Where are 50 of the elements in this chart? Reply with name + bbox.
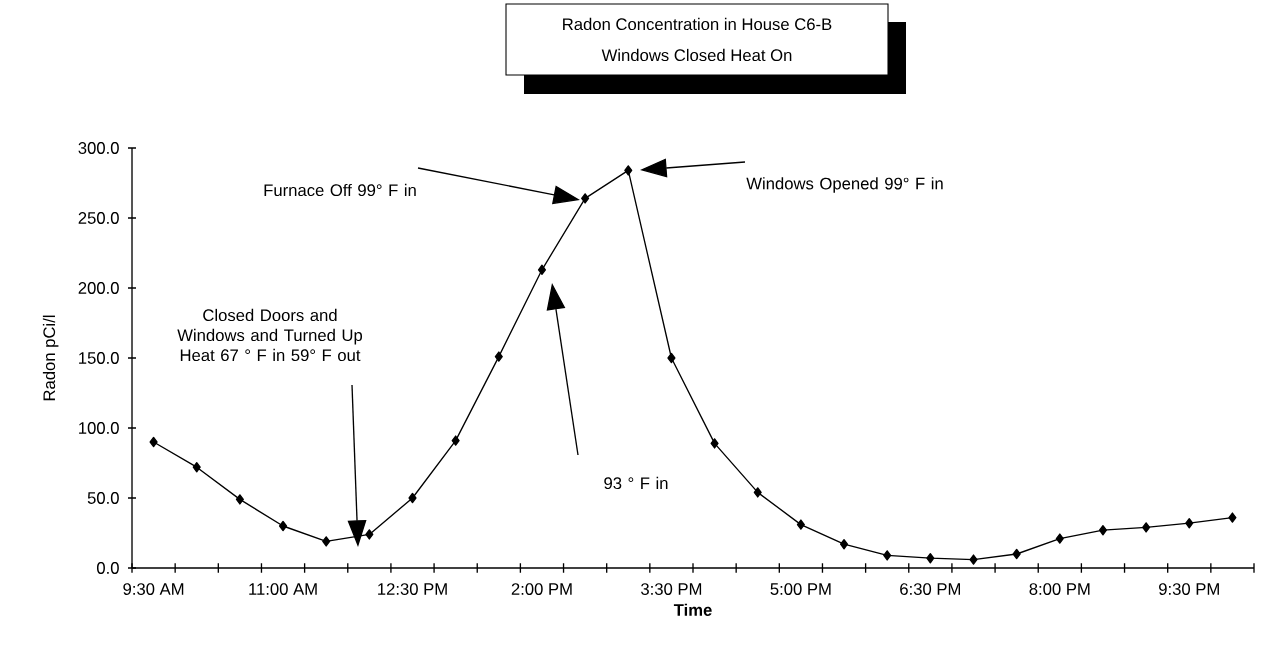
point [839, 539, 849, 550]
point [796, 519, 805, 530]
annotation: Closed Doors and Windows and Turned Up Heat 67 ° F in 59° F out [177, 308, 363, 362]
point [926, 553, 935, 564]
y-tick-label: 0.0 [97, 562, 119, 574]
annotation: Windows Opened 99° F in [746, 177, 943, 193]
point [1055, 533, 1064, 544]
point [149, 436, 158, 448]
point [1185, 518, 1194, 529]
point [1142, 522, 1151, 533]
y-tick-label: 200.0 [78, 282, 119, 294]
point [494, 351, 503, 362]
point [1228, 512, 1237, 523]
point [365, 529, 374, 540]
y-tick-label: 250.0 [78, 212, 119, 224]
x-tick-label: 9:30 AM [123, 583, 184, 595]
x-tick-label: 9:30 PM [1159, 583, 1219, 595]
point [581, 193, 590, 204]
point [969, 554, 978, 565]
point [192, 462, 201, 473]
point [451, 435, 460, 446]
point [408, 492, 417, 504]
annotation: Furnace Off 99° F in [264, 183, 416, 197]
point [624, 165, 633, 176]
point [537, 264, 547, 275]
x-tick-label: 8:00 PM [1029, 583, 1090, 595]
y-tick-label: 50.0 [87, 492, 119, 504]
x-tick-label: 11:00 AM [249, 583, 317, 595]
y-axis-title: Radon pCi/l [42, 315, 59, 401]
x-tick-label: 3:30 PM [641, 583, 702, 595]
x-tick-label: 12:30 PM [378, 583, 447, 595]
x-axis-title: Time [673, 603, 712, 616]
point [322, 536, 331, 547]
point [753, 487, 762, 498]
y-tick-label: 300.0 [78, 142, 119, 154]
point [883, 550, 892, 561]
x-tick-label: 2:00 PM [511, 583, 572, 595]
chart-title: Radon Concentration in House C6-B [563, 17, 832, 31]
y-tick-label: 150.0 [79, 352, 119, 364]
x-tick-label: 5:00 PM [770, 583, 831, 595]
point [278, 520, 288, 532]
y-tick-label: 100.0 [79, 422, 119, 434]
annotation: 93 ° F in [604, 476, 668, 490]
point [710, 438, 719, 449]
x-tick-label: 6:30 PM [900, 583, 961, 595]
point [235, 494, 244, 505]
point [667, 352, 676, 364]
point [1098, 525, 1108, 536]
point [1012, 548, 1021, 560]
chart-subtitle: Windows Closed Heat On [601, 48, 792, 62]
